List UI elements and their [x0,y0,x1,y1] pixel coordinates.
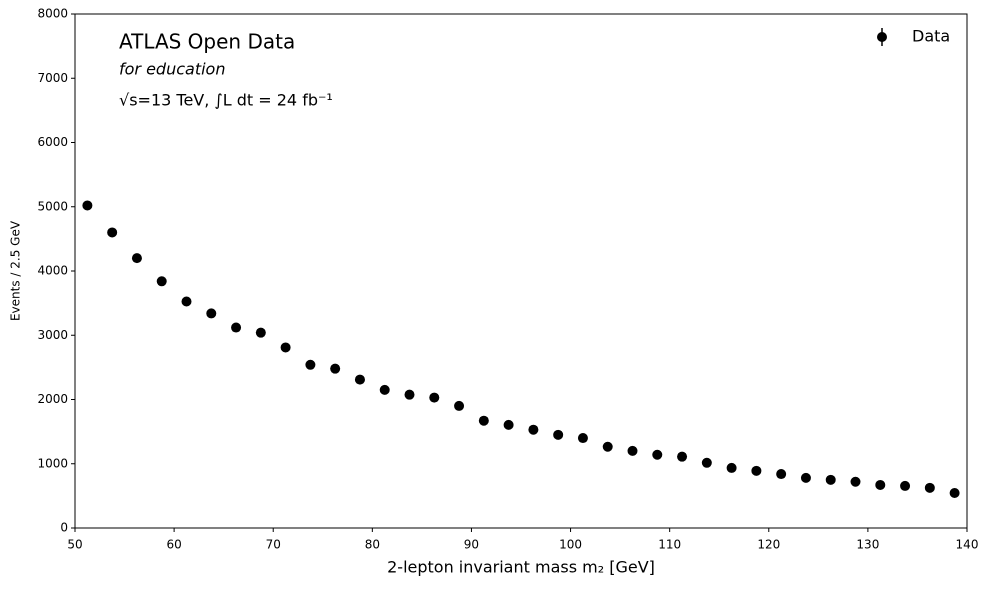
data-point [800,472,811,483]
x-tick-label: 80 [365,538,380,552]
x-tick-label: 140 [956,538,979,552]
legend: Data [877,27,950,46]
x-tick-label: 120 [757,538,780,552]
data-point [924,482,935,493]
legend-marker [877,32,887,42]
data-point [131,253,142,264]
legend-label: Data [912,27,950,46]
y-tick-label: 6000 [37,135,68,149]
data-point [429,392,440,403]
data-point [553,429,564,440]
x-tick-label: 70 [266,538,281,552]
chart-title: ATLAS Open Data [119,30,295,54]
x-tick-label: 50 [67,538,82,552]
y-tick-label: 5000 [37,199,68,213]
data-point [82,200,93,211]
data-point [454,400,465,411]
data-point [305,359,316,370]
data-point [726,462,737,473]
data-point [330,363,341,374]
y-tick-label: 3000 [37,328,68,342]
data-point [701,457,712,468]
y-tick-label: 8000 [37,7,68,21]
data-point [379,384,390,395]
data-point [280,342,291,353]
data-point [503,419,514,430]
x-tick-label: 60 [166,538,181,552]
data-point [900,480,911,491]
data-point [627,445,638,456]
data-point [255,327,266,338]
data-point [404,389,415,400]
data-point [107,227,118,238]
y-tick-label: 0 [60,521,68,535]
data-point [181,296,192,307]
x-tick-label: 110 [658,538,681,552]
data-point [875,479,886,490]
x-tick-label: 100 [559,538,582,552]
x-axis-label: 2-lepton invariant mass m₂ [GeV] [387,558,655,577]
data-point [231,322,242,333]
x-tick-label: 90 [464,538,479,552]
data-point [677,451,688,462]
data-point [850,476,861,487]
y-tick-label: 4000 [37,264,68,278]
data-point [354,374,365,385]
data-point [652,449,663,460]
data-point [528,424,539,435]
data-point [602,441,613,452]
x-tick-label: 130 [856,538,879,552]
y-tick-label: 2000 [37,392,68,406]
chart-subtitle: for education [119,60,225,79]
data-point [156,276,167,287]
data-point [577,433,588,444]
data-point [478,415,489,426]
y-tick-label: 7000 [37,71,68,85]
data-point [825,474,836,485]
data-point [206,308,217,319]
y-axis-label: Events / 2.5 GeV [9,220,23,321]
data-point [949,487,960,498]
data-point [776,469,787,480]
data-point [751,465,762,476]
annotation: √s=13 TeV, ∫L dt = 24 fb⁻¹ [119,91,333,110]
y-tick-label: 1000 [37,456,68,470]
